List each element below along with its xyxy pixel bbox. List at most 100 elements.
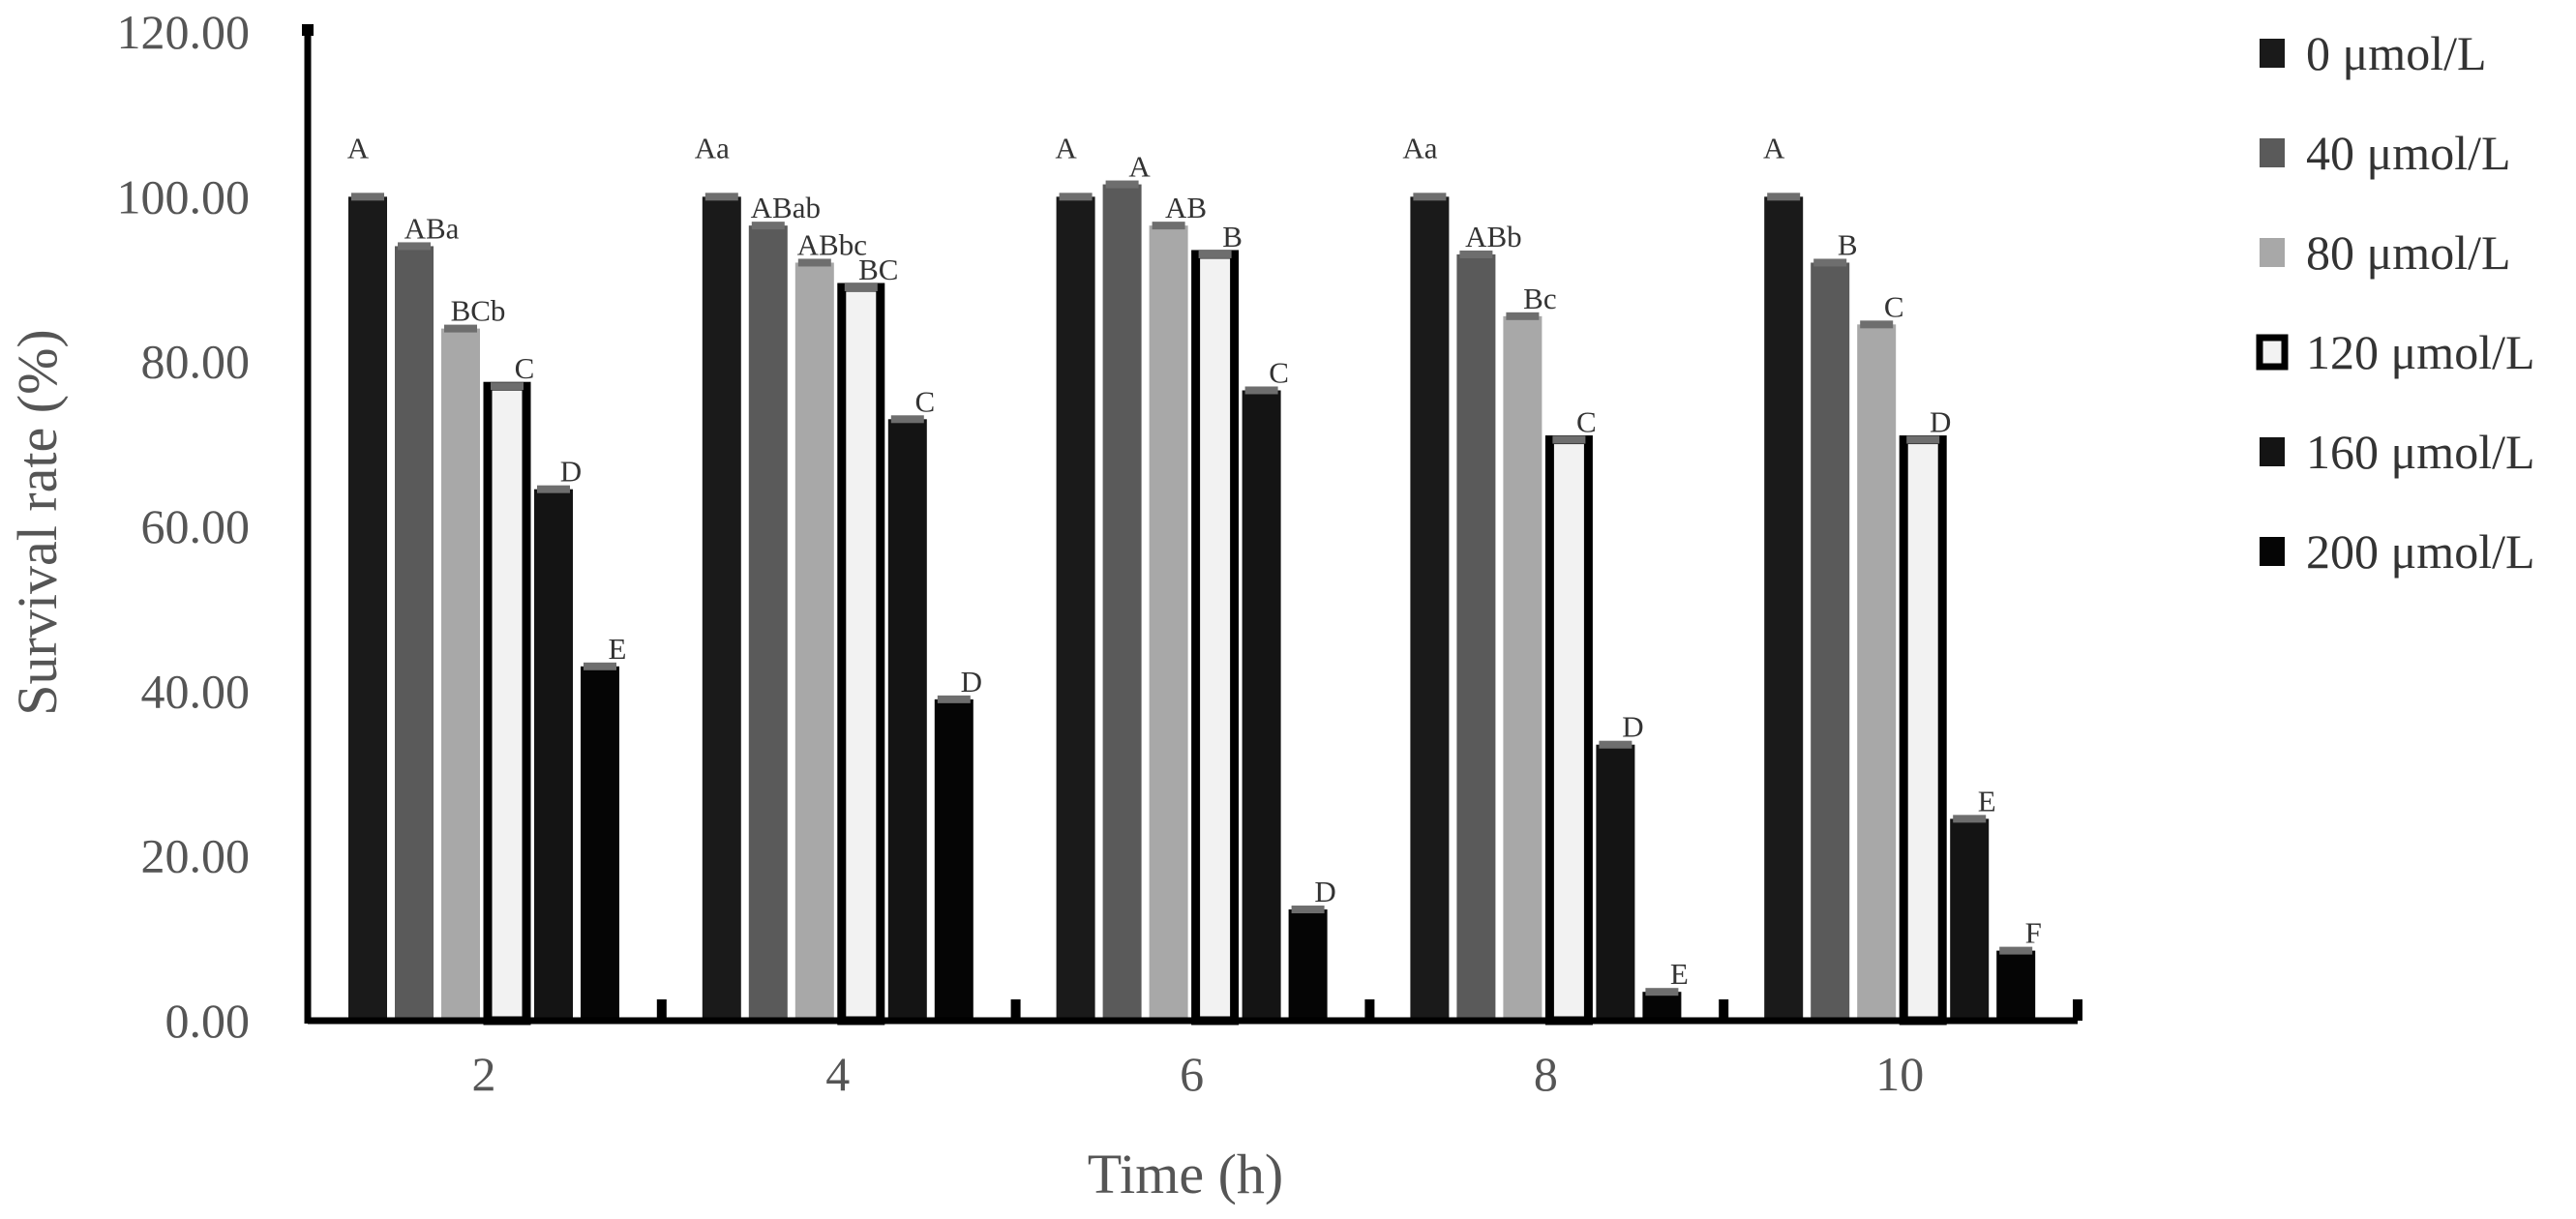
bar [581,666,619,1021]
bar [702,196,741,1022]
legend-label: 200 μmol/L [2306,524,2535,579]
y-axis-ticks: 0.00 20.00 40.00 60.00 80.00 100.00 120.00 [117,5,251,1048]
error-bar [1459,250,1493,258]
bar [837,282,885,1026]
significance-label: ABa [404,211,460,245]
bar [1857,324,1897,1021]
error-bar [1152,222,1185,230]
error-bar [584,662,616,670]
x-axis-tick-mark [1364,999,1375,1021]
bar [1288,909,1328,1021]
x-axis-tick-mark [2073,999,2082,1021]
bar [395,246,434,1021]
error-bar [444,324,477,333]
x-axis-tick-mark [656,999,667,1021]
bar [534,489,573,1021]
x-tick-label: 4 [825,1047,850,1101]
bar [1056,196,1095,1022]
significance-label: D [1930,405,1951,439]
significance-label: Bc [1523,282,1556,315]
significance-label: Aa [695,131,730,164]
y-tick-label: 80.00 [141,335,251,389]
bar [348,196,387,1022]
bar [748,225,788,1021]
significance-label: D [1622,710,1643,744]
bar [934,699,973,1021]
error-bar [1291,906,1325,914]
error-bar [1953,815,1987,823]
bar [1596,744,1635,1021]
x-axis-tick-mark [1010,999,1021,1021]
error-bar [1552,435,1586,444]
y-tick-label: 20.00 [141,829,251,883]
significance-label: A [1055,131,1077,164]
significance-label: B [1222,220,1243,253]
bar [1242,390,1281,1022]
significance-label: A [347,131,370,164]
error-bar [1105,180,1139,189]
x-tick-label: 2 [472,1047,496,1101]
significance-label: C [1884,289,1904,323]
error-bar [1767,193,1801,201]
significance-label: C [1576,405,1597,439]
bar [1996,950,2036,1021]
y-tick-label: 100.00 [117,169,251,223]
x-tick-label: 6 [1180,1047,1204,1101]
bar [887,419,927,1021]
error-bar [537,485,570,493]
error-bar [1906,435,1940,444]
significance-label: D [1314,875,1335,908]
legend-label: 160 μmol/L [2306,425,2535,479]
error-bar [844,283,878,292]
x-tick-label: 8 [1534,1047,1558,1101]
error-bar [1860,320,1894,329]
bar [441,328,480,1022]
significance-label: D [961,665,982,699]
axes [302,24,2078,1025]
error-bar [1244,386,1278,395]
legend-swatch [2260,39,2285,68]
significance-labels: AABaBCbCDEAaABabABbcBCCDAAABBCDAaABbBcCD… [347,131,2042,991]
bar [1410,196,1450,1022]
y-tick-label: 0.00 [165,994,251,1048]
bar [483,381,531,1026]
bar [1811,262,1850,1021]
error-bar [491,382,524,391]
significance-label: C [515,351,535,385]
bar [1149,225,1188,1021]
significance-label: ABbc [797,227,867,261]
bar [1950,818,1990,1021]
significance-label: Aa [1402,131,1437,164]
significance-label: C [1269,355,1289,389]
error-bar [1413,193,1447,201]
y-axis-title: Survival rate (%) [6,329,69,715]
legend-swatch [2256,334,2289,371]
bar [1456,253,1496,1021]
error-bar [1506,312,1540,320]
bar [1503,315,1543,1021]
legend-label: 80 μmol/L [2306,225,2511,280]
significance-label: A [1763,131,1785,164]
error-bar [751,222,785,230]
y-tick-label: 120.00 [117,5,251,59]
x-tick-label: 10 [1875,1047,1924,1101]
error-bar [797,258,831,267]
significance-label: B [1838,227,1858,261]
significance-label: A [1128,150,1151,184]
error-bar [351,193,384,201]
legend-label: 120 μmol/L [2306,325,2535,379]
error-bar [704,193,738,201]
bar [1899,435,1947,1026]
x-axis-tick-mark [1719,999,1729,1021]
error-bar [1645,988,1679,996]
significance-label: E [609,632,627,666]
significance-label: E [1670,957,1689,991]
legend-swatch [2260,437,2285,466]
error-bar [1813,258,1847,267]
error-bar [890,415,924,424]
significance-label: ABab [751,191,821,224]
legend-swatch [2260,537,2285,566]
bar [1102,184,1142,1021]
legend: 0 μmol/L 40 μmol/L 80 μmol/L 120 μmol/L 160 … [2256,26,2535,579]
error-bar [398,242,431,251]
